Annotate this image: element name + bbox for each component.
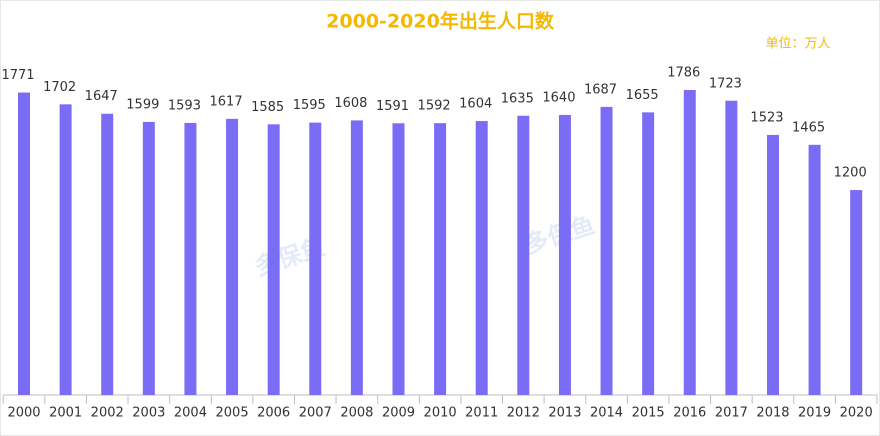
x-tick-label: 2015 [632,406,665,421]
x-tick-label: 2010 [424,406,457,421]
x-tick-label: 2002 [91,406,124,421]
x-tick-label: 2000 [7,406,40,421]
bar [267,124,280,395]
x-tick-label: 2001 [49,406,82,421]
x-tick-label: 2018 [756,406,789,421]
bar [683,90,696,395]
x-tick-label: 2004 [174,406,207,421]
data-label: 1592 [418,99,451,114]
bar [642,112,655,396]
x-tick-label: 2011 [465,406,498,421]
chart-title: 2000-2020年出生人口数 [326,10,555,33]
bar [434,123,447,396]
data-label: 1687 [584,82,617,97]
data-label: 1771 [1,68,34,83]
bar [226,118,239,395]
x-tick-label: 2019 [798,406,831,421]
x-tick-label: 2006 [257,406,290,421]
data-label: 1617 [210,94,243,109]
x-tick-label: 2009 [382,406,415,421]
data-label: 1635 [501,91,534,106]
x-tick-label: 2013 [548,406,581,421]
bar [18,92,31,396]
bar [142,121,155,395]
bar [350,120,363,396]
data-label: 1595 [293,98,326,113]
bar [59,104,72,395]
data-label: 1585 [251,100,284,115]
x-tick-label: 2008 [340,406,373,421]
bar [600,106,613,395]
bar [766,134,779,395]
unit-note: 单位：万人 [765,37,830,52]
data-label: 1640 [542,90,575,105]
bar [309,122,322,395]
data-label: 1599 [126,97,159,112]
data-label: 1786 [667,66,700,81]
data-label: 1608 [334,96,367,111]
x-tick-label: 2005 [216,406,249,421]
data-label: 1523 [750,110,783,125]
data-label: 1655 [626,88,659,103]
data-label: 1465 [792,120,825,135]
x-tick-label: 2017 [715,406,748,421]
bar [850,190,863,395]
data-label: 1604 [459,97,492,112]
x-tick-label: 2012 [507,406,540,421]
data-label: 1723 [709,76,742,91]
x-tick-label: 2014 [590,406,623,421]
bar [475,121,488,395]
data-label: 1591 [376,99,409,114]
data-label: 1200 [834,166,867,181]
bar [517,115,530,395]
data-label: 1593 [168,98,201,113]
bar [808,144,821,395]
bar [184,122,197,395]
x-tick-label: 2016 [673,406,706,421]
data-label: 1647 [85,89,118,104]
bar [558,114,571,396]
x-tick-label: 2003 [132,406,165,421]
x-tick-label: 2020 [840,406,873,421]
bar [101,113,114,396]
x-tick-label: 2007 [299,406,332,421]
bar [392,123,405,396]
data-label: 1702 [43,80,76,95]
bar [725,100,738,396]
